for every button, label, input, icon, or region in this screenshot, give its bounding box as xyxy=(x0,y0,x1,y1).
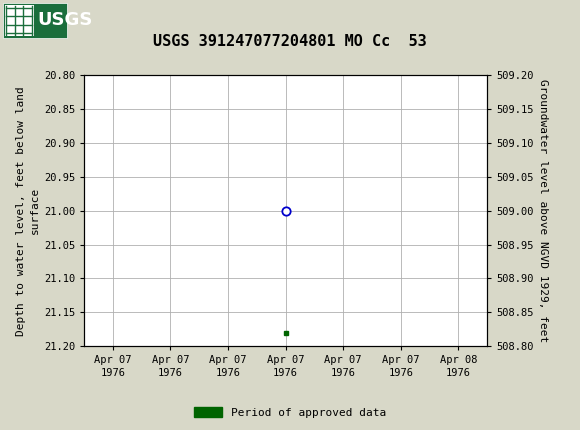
FancyBboxPatch shape xyxy=(5,5,34,36)
FancyBboxPatch shape xyxy=(3,3,67,37)
Text: USGS: USGS xyxy=(38,12,93,29)
Legend: Period of approved data: Period of approved data xyxy=(190,403,390,422)
Y-axis label: Groundwater level above NGVD 1929, feet: Groundwater level above NGVD 1929, feet xyxy=(538,79,548,342)
Y-axis label: Depth to water level, feet below land
surface: Depth to water level, feet below land su… xyxy=(16,86,39,335)
Text: USGS 391247077204801 MO Cc  53: USGS 391247077204801 MO Cc 53 xyxy=(153,34,427,49)
